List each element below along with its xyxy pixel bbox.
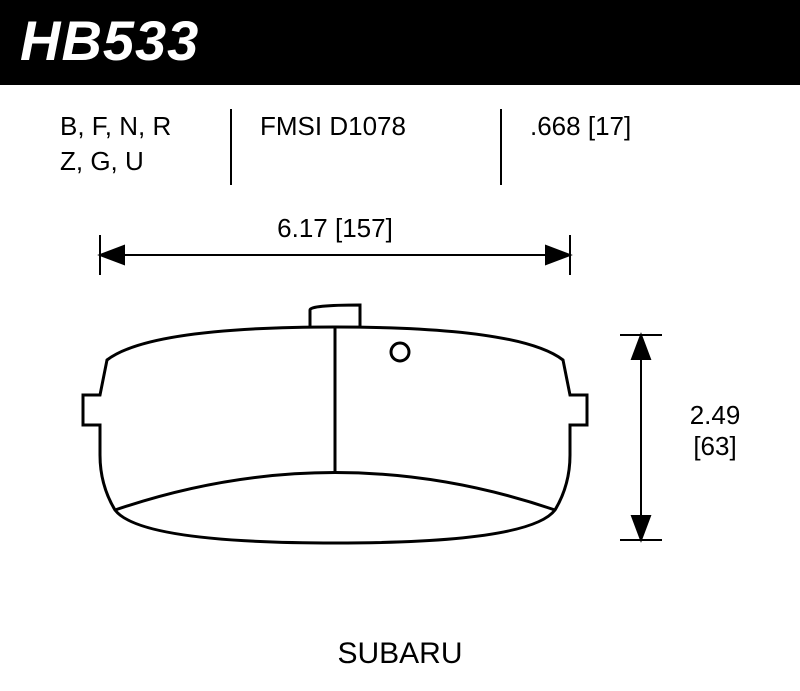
thickness-col: .668 [17] (500, 109, 659, 185)
compound-codes: B, F, N, R Z, G, U (60, 109, 230, 185)
width-mm: [157] (335, 213, 393, 243)
width-in: 6.17 (277, 213, 328, 243)
height-dimension (620, 335, 662, 540)
fmsi-col: FMSI D1078 (230, 109, 500, 185)
pad-inner-curve (115, 473, 555, 511)
height-mm: [63] (670, 431, 760, 462)
part-number: HB533 (20, 9, 199, 72)
fmsi-code: FMSI D1078 (260, 109, 472, 144)
codes-line1: B, F, N, R (60, 109, 202, 144)
thickness-mm: [17] (588, 111, 631, 141)
height-in: 2.49 (670, 400, 760, 431)
footer-make: SUBARU (0, 637, 800, 671)
pad-hole (391, 343, 409, 361)
specs-row: B, F, N, R Z, G, U FMSI D1078 .668 [17] (0, 85, 800, 185)
width-label: 6.17 [157] (260, 213, 410, 244)
brake-pad-diagram (0, 185, 800, 605)
thickness-in: .668 (530, 111, 581, 141)
codes-line2: Z, G, U (60, 144, 202, 179)
header-bar: HB533 (0, 0, 800, 85)
pad-top-clip (310, 305, 360, 327)
diagram-area: 6.17 [157] 2.49 [63] (0, 185, 800, 605)
height-label: 2.49 [63] (670, 400, 760, 462)
